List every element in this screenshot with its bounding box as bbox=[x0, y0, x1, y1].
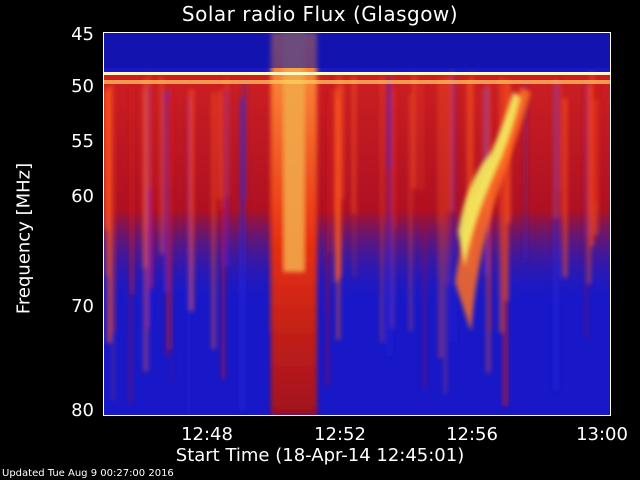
spectrogram-streak bbox=[553, 83, 559, 391]
spectrogram-streak bbox=[594, 78, 600, 201]
y-tick-label: 70 bbox=[71, 296, 94, 317]
spectrogram-streak bbox=[221, 81, 226, 380]
y-tick-label: 45 bbox=[71, 24, 94, 45]
spectrogram-streak bbox=[170, 94, 172, 383]
x-tick-label: 12:52 bbox=[314, 424, 366, 445]
spectrogram-streak bbox=[409, 94, 412, 332]
update-timestamp: Updated Tue Aug 9 00:27:00 2016 bbox=[2, 468, 174, 479]
spectrogram-streak bbox=[240, 97, 245, 411]
spectrogram-streak bbox=[352, 75, 356, 215]
spectrogram-streak bbox=[451, 73, 456, 343]
spectrogram-streak bbox=[499, 78, 504, 333]
spectrogram-streak bbox=[423, 80, 426, 389]
spectrogram-streak bbox=[326, 101, 328, 315]
spectrogram-streak bbox=[150, 72, 154, 289]
y-tick-label: 50 bbox=[71, 76, 94, 97]
spectrogram-streak bbox=[144, 88, 146, 368]
chart-title: Solar radio Flux (Glasgow) bbox=[181, 2, 459, 26]
spectrogram-streak bbox=[412, 74, 416, 189]
spectrogram-streak bbox=[419, 84, 422, 191]
y-tick-label: 55 bbox=[71, 131, 94, 152]
spectrogram-streak bbox=[436, 86, 439, 224]
spectrogram-plot bbox=[103, 32, 611, 416]
spectrogram-streak bbox=[588, 85, 591, 285]
spectrogram-streak bbox=[147, 84, 151, 326]
spectrogram-streak bbox=[524, 82, 527, 263]
spectrogram-streak bbox=[438, 78, 443, 359]
spectrogram-streak bbox=[380, 76, 384, 343]
spectrogram-streak bbox=[129, 86, 132, 404]
spectrogram-streak bbox=[554, 79, 557, 218]
x-tick-label: 12:48 bbox=[181, 424, 233, 445]
y-tick-label: 80 bbox=[71, 400, 94, 421]
spectrogram-streak bbox=[212, 92, 215, 350]
y-tick-label: 60 bbox=[71, 186, 94, 207]
spectrogram-streak bbox=[331, 79, 335, 217]
spectrogram-streak bbox=[444, 77, 447, 394]
spectrogram-streak bbox=[218, 90, 222, 199]
spectrogram-streak bbox=[504, 80, 509, 301]
spectrogram-streak bbox=[189, 89, 194, 311]
spectrogram-streak bbox=[467, 80, 471, 247]
spectrogram-streak bbox=[169, 87, 172, 350]
spectrogram-streak bbox=[585, 81, 587, 237]
spectrogram-streak bbox=[336, 75, 342, 275]
y-axis-title: Frequency [MHz] bbox=[13, 162, 35, 315]
spectrogram-streak bbox=[103, 85, 107, 167]
spectrogram-streak bbox=[112, 80, 114, 401]
spectrogram-streak bbox=[392, 72, 398, 227]
spectrogram-streak bbox=[146, 76, 149, 330]
spectrogram-streak bbox=[560, 84, 562, 218]
spectrogram-streak bbox=[341, 83, 345, 200]
spectrogram-streak bbox=[131, 86, 134, 295]
spectrogram-streak bbox=[165, 96, 169, 356]
x-axis-title: Start Time (18-Apr-14 12:45:01) bbox=[175, 445, 465, 466]
spectrogram-image bbox=[103, 32, 611, 416]
spectrogram-streak bbox=[446, 78, 449, 285]
spectrogram-streak bbox=[558, 72, 561, 190]
spectrogram-streak bbox=[388, 96, 391, 357]
spectrogram-streak bbox=[187, 97, 189, 416]
spectrogram-streak bbox=[591, 82, 595, 243]
spectrogram-streak bbox=[449, 72, 454, 212]
spectrogram-streak bbox=[104, 90, 110, 231]
spectrogram-streak bbox=[226, 76, 228, 197]
spectrogram-streak bbox=[145, 77, 147, 231]
spectrogram-streak bbox=[563, 98, 567, 278]
x-tick-label: 12:56 bbox=[446, 424, 498, 445]
x-tick-label: 13:00 bbox=[576, 424, 628, 445]
spectrogram-streak bbox=[160, 75, 163, 255]
spectrogram-streak bbox=[353, 80, 356, 278]
spectrogram-streak bbox=[243, 81, 246, 200]
spectrogram-streak bbox=[471, 72, 474, 273]
